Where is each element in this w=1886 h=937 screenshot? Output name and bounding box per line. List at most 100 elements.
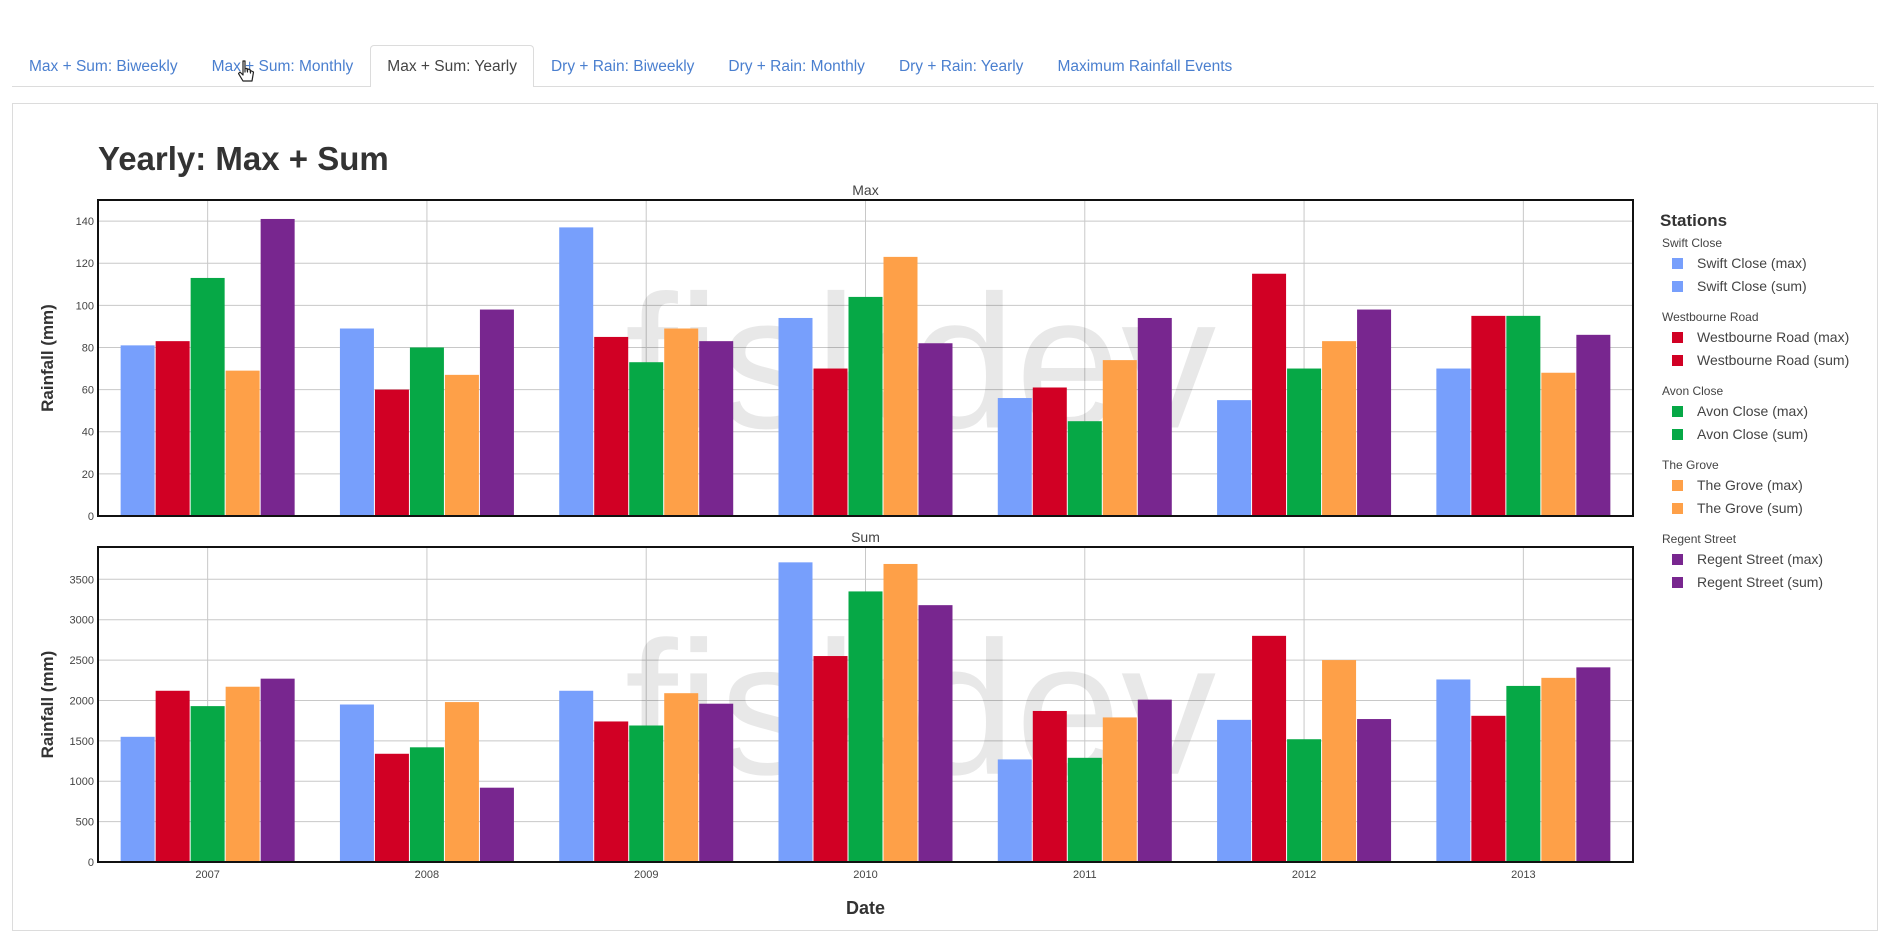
bar-swift-close-max-2013: [1436, 368, 1471, 516]
bar-westbourne-road-sum-2008: [374, 753, 409, 862]
y-tick-label: 1000: [70, 776, 94, 788]
bar-regent-street-max-2011: [1137, 317, 1172, 516]
tab-dry-rain-yearly[interactable]: Dry + Rain: Yearly: [898, 58, 1024, 75]
bar-the-grove-max-2009: [664, 328, 699, 516]
y-tick-label: 2500: [70, 655, 94, 667]
bar-regent-street-sum-2010: [918, 605, 953, 862]
bar-swift-close-sum-2013: [1436, 679, 1471, 862]
legend-item: The Grove (max): [1697, 477, 1803, 493]
legend-swatch: [1672, 554, 1683, 565]
y-tick-label: 140: [76, 216, 94, 228]
subplot-title: Sum: [851, 529, 880, 545]
bar-regent-street-sum-2013: [1576, 667, 1611, 862]
bar-regent-street-sum-2011: [1137, 699, 1172, 862]
bar-westbourne-road-sum-2010: [813, 656, 848, 862]
legend-swatch: [1672, 406, 1683, 417]
x-axis-label: Date: [846, 898, 885, 918]
bar-the-grove-max-2010: [883, 256, 918, 516]
bar-westbourne-road-max-2009: [594, 336, 629, 516]
bar-westbourne-road-sum-2009: [594, 721, 629, 862]
bar-swift-close-sum-2010: [778, 562, 813, 862]
x-tick-label: 2007: [195, 869, 219, 881]
bar-westbourne-road-max-2010: [813, 368, 848, 516]
legend-swatch: [1672, 429, 1683, 440]
bar-regent-street-max-2008: [479, 309, 514, 516]
bar-avon-close-sum-2008: [409, 747, 444, 862]
bar-avon-close-max-2010: [848, 296, 883, 516]
y-tick-label: 20: [82, 469, 94, 481]
legend-swatch: [1672, 332, 1683, 343]
bar-westbourne-road-sum-2013: [1471, 715, 1506, 862]
bar-swift-close-max-2010: [778, 317, 813, 516]
bar-swift-close-max-2009: [559, 227, 594, 516]
bar-avon-close-sum-2009: [629, 725, 664, 862]
y-tick-label: 100: [76, 300, 94, 312]
bar-avon-close-sum-2007: [190, 706, 225, 862]
bar-the-grove-max-2013: [1541, 372, 1576, 516]
tab-dry-rain-biweekly[interactable]: Dry + Rain: Biweekly: [550, 58, 695, 75]
legend-item: Avon Close (max): [1697, 403, 1808, 419]
bar-swift-close-max-2012: [1217, 400, 1252, 516]
tab-max-sum-monthly[interactable]: Max + Sum: Monthly: [211, 58, 354, 75]
bar-avon-close-sum-2011: [1067, 757, 1102, 862]
bar-avon-close-sum-2012: [1287, 739, 1322, 862]
bar-westbourne-road-sum-2007: [155, 690, 190, 862]
y-tick-label: 60: [82, 385, 94, 397]
legend-group-title: Avon Close: [1662, 384, 1723, 398]
y-tick-label: 0: [88, 511, 94, 523]
legend-swatch: [1672, 281, 1683, 292]
tab-maximum-rainfall-events[interactable]: Maximum Rainfall Events: [1057, 58, 1233, 75]
bar-swift-close-max-2008: [339, 328, 374, 516]
legend-swatch: [1672, 355, 1683, 366]
bar-the-grove-sum-2008: [444, 702, 479, 862]
bar-the-grove-sum-2010: [883, 563, 918, 862]
bar-swift-close-sum-2008: [339, 704, 374, 862]
bar-the-grove-sum-2011: [1102, 717, 1137, 862]
bar-regent-street-max-2013: [1576, 334, 1611, 516]
bar-the-grove-max-2007: [225, 370, 260, 516]
bar-westbourne-road-max-2007: [155, 341, 190, 516]
bar-avon-close-max-2011: [1067, 421, 1102, 516]
mouse-pointer-icon: [238, 60, 255, 82]
x-tick-label: 2012: [1292, 869, 1316, 881]
bar-regent-street-max-2007: [260, 218, 295, 516]
legend-item: Regent Street (sum): [1697, 574, 1823, 590]
legend-group-title: Regent Street: [1662, 532, 1737, 546]
bar-swift-close-sum-2009: [559, 690, 594, 862]
bar-westbourne-road-sum-2012: [1252, 635, 1287, 862]
plot-frame: [97, 199, 1634, 517]
bar-the-grove-max-2011: [1102, 360, 1137, 516]
y-axis-label: Rainfall (mm): [38, 304, 57, 412]
y-tick-label: 40: [82, 427, 94, 439]
legend-item: The Grove (sum): [1697, 500, 1803, 516]
y-tick-label: 500: [76, 817, 94, 829]
legend-swatch: [1672, 577, 1683, 588]
x-tick-label: 2013: [1511, 869, 1535, 881]
bar-regent-street-sum-2009: [699, 703, 734, 862]
legend-swatch: [1672, 480, 1683, 491]
bar-the-grove-sum-2009: [664, 693, 699, 862]
chart-panel: Yearly: Max + SumMax020406080100120140fi…: [12, 103, 1878, 931]
bar-westbourne-road-max-2011: [1032, 387, 1067, 516]
bar-regent-street-sum-2012: [1357, 719, 1392, 862]
tab-max-sum-yearly[interactable]: Max + Sum: Yearly: [370, 45, 534, 87]
bar-westbourne-road-sum-2011: [1032, 710, 1067, 862]
chart-title: Yearly: Max + Sum: [98, 140, 389, 177]
bar-swift-close-max-2007: [120, 345, 155, 516]
bar-swift-close-sum-2012: [1217, 719, 1252, 862]
tab-max-sum-biweekly[interactable]: Max + Sum: Biweekly: [29, 58, 178, 75]
bar-regent-street-max-2009: [699, 341, 734, 516]
x-tick-label: 2008: [415, 869, 439, 881]
bar-swift-close-sum-2007: [120, 736, 155, 862]
bar-avon-close-max-2008: [409, 347, 444, 516]
y-tick-label: 3500: [70, 574, 94, 586]
tab-dry-rain-monthly[interactable]: Dry + Rain: Monthly: [728, 58, 865, 75]
y-tick-label: 1500: [70, 736, 94, 748]
bar-avon-close-max-2013: [1506, 315, 1541, 516]
y-tick-label: 0: [88, 857, 94, 869]
x-tick-label: 2011: [1073, 869, 1097, 881]
bar-swift-close-max-2011: [997, 398, 1032, 516]
bar-avon-close-max-2007: [190, 277, 225, 516]
legend-swatch: [1672, 503, 1683, 514]
legend-item: Avon Close (sum): [1697, 426, 1808, 442]
